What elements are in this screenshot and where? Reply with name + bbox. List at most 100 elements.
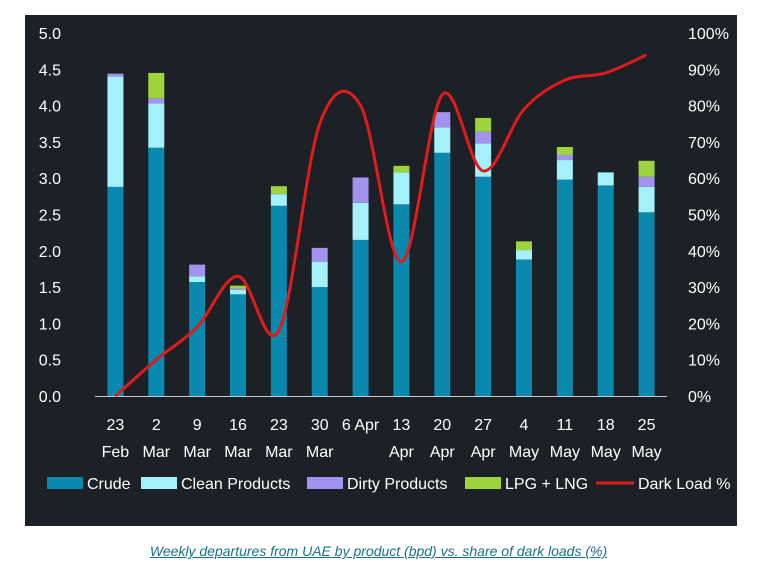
x-tick-label: 20 [433,417,451,434]
bar-dirty-products [352,177,369,203]
x-tick-label: 23 [107,417,125,434]
x-tick-label: 30 [311,417,329,434]
x-tick-label: Feb [102,444,130,461]
x-tick-label: May [550,444,580,461]
legend-label-crude: Crude [87,476,131,493]
x-tick-label: Apr [389,444,415,461]
bar-clean-products [556,160,573,180]
bar-crude [311,287,328,396]
bar-dirty-products [556,154,573,161]
y-right-tick-label: 70% [688,135,720,152]
chart-svg: 0.0 0.5 1.0 1.5 2.0 2.5 3.0 3.5 4.0 4.5 5.0 0% 10% 20… [39,26,731,493]
bar-lpg-lng [516,241,532,251]
bar-crude [434,152,451,396]
bar-crude [230,294,246,396]
dark-load-line [114,53,648,398]
y-right-tick-label: 40% [688,244,720,261]
bar-dirty-products [107,73,124,77]
legend-label-dirty-products: Dirty Products [347,476,447,493]
bar-dirty-products [475,131,492,144]
bar-clean-products [597,172,614,186]
y-right-tick-label: 90% [688,62,720,79]
bar-clean-products [638,186,655,213]
bar-dirty-products [230,288,246,291]
y-right-tick-label: 60% [688,171,720,188]
x-tick-label: 23 [270,417,288,434]
chart-caption[interactable]: Weekly departures from UAE by product (b… [149,543,608,559]
y-left-tick-label: 5.0 [39,26,61,43]
bar-lpg-lng [270,186,287,195]
x-tick-label: Mar [143,444,171,461]
y-left-tick-label: 0.5 [39,353,61,370]
bar-crude [393,204,410,396]
x-tick-label: May [509,444,539,461]
y-right-tick-label: 20% [688,316,720,333]
y-left-tick-label: 3.0 [39,171,61,188]
bar-crude [352,239,369,396]
bar-lpg-lng [393,165,410,173]
x-tick-label: 13 [393,417,411,434]
x-tick-label: 18 [597,417,615,434]
x-tick-label: 9 [193,417,202,434]
bar-clean-products [107,76,124,187]
bar-clean-products [148,103,165,148]
y-left-tick-label: 1.5 [39,280,61,297]
x-tick-label: Mar [306,444,334,461]
x-tick-label: 6 Apr [342,417,380,434]
bar-crude [638,212,655,396]
y-left-tick-label: 0.0 [39,389,61,406]
bar-dirty-products [434,112,451,128]
x-tick-label: 27 [474,417,492,434]
bar-clean-products [311,261,328,288]
x-tick-label: 2 [152,417,161,434]
x-tick-label: Mar [183,444,211,461]
x-tick-label: 16 [229,417,247,434]
y-right-tick-label: 50% [688,208,720,225]
y-left-tick-label: 3.5 [39,135,61,152]
y-left-tick-label: 4.0 [39,99,61,116]
y-left-tick-label: 1.0 [39,316,61,333]
bar-lpg-lng [475,117,492,132]
legend-swatch-dirty-products [307,477,343,489]
y-left-tick-label: 4.5 [39,62,61,79]
bar-crude [597,185,614,396]
bar-lpg-lng [230,285,246,289]
bar-crude [107,186,124,396]
bar-dirty-products [189,264,206,277]
bar-crude [270,205,287,396]
x-tick-label: 11 [557,417,574,434]
x-tick-label: Apr [430,444,456,461]
legend-swatch-lpg-lng [465,477,501,489]
bar-lpg-lng [556,146,573,155]
x-tick-label: May [591,444,621,461]
x-tick-label: May [631,444,661,461]
y-right-tick-label: 10% [688,353,720,370]
y-left-tick-label: 2.5 [39,208,61,225]
bar-dirty-products [311,247,328,262]
y-right-tick-label: 30% [688,280,720,297]
bar-dirty-products [638,176,655,187]
legend-swatch-crude [47,477,83,489]
bar-crude [475,176,492,396]
bar-clean-products [393,172,410,205]
y-left-tick-label: 2.0 [39,244,61,261]
x-tick-label: 25 [638,417,656,434]
bar-lpg-lng [148,72,165,99]
bar-crude [556,179,573,396]
bar-clean-products [352,202,369,240]
bar-clean-products [516,250,532,260]
y-right-tick-label: 0% [688,389,711,406]
x-tick-label: Mar [224,444,252,461]
bar-clean-products [189,276,206,283]
x-tick-label: Apr [471,444,497,461]
legend-label-dark-load: Dark Load % [638,476,731,493]
bar-lpg-lng [638,160,655,177]
bar-crude [148,147,165,396]
legend-label-clean-products: Clean Products [181,476,290,493]
x-tick-label: 4 [520,417,529,434]
bar-clean-products [230,290,246,295]
legend-swatch-clean-products [141,477,177,489]
chart-panel: 0.0 0.5 1.0 1.5 2.0 2.5 3.0 3.5 4.0 4.5 5.0 0% 10% 20… [25,15,737,526]
x-tick-label: Mar [265,444,293,461]
bar-crude [189,282,206,396]
